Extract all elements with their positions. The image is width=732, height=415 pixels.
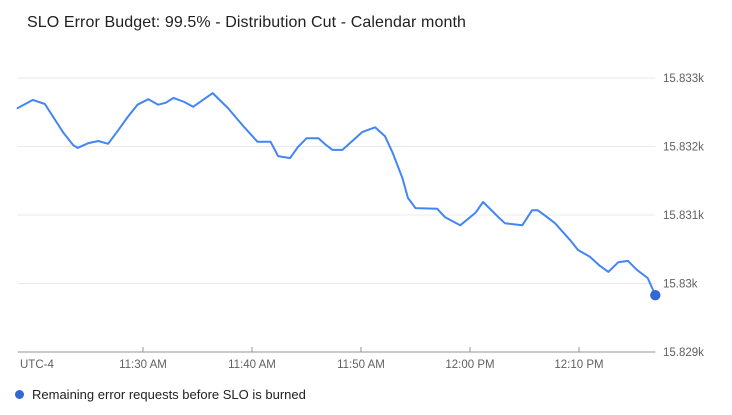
x-tick-label: 12:00 PM xyxy=(445,359,494,371)
y-tick-label: 15.833k xyxy=(663,73,704,85)
legend-item[interactable]: Remaining error requests before SLO is b… xyxy=(15,387,306,402)
y-tick-label: 15.83k xyxy=(663,279,698,291)
series-line[interactable] xyxy=(16,92,657,297)
latest-point-dot[interactable] xyxy=(650,289,661,301)
series-marker-icon xyxy=(15,390,24,399)
timezone-label: UTC-4 xyxy=(20,359,54,371)
chart-title: SLO Error Budget: 99.5% - Distribution C… xyxy=(27,14,466,31)
legend-label: Remaining error requests before SLO is b… xyxy=(32,387,306,402)
y-tick-label: 15.829k xyxy=(663,347,704,359)
y-tick-label: 15.832k xyxy=(663,142,704,154)
x-tick-label: 11:30 AM xyxy=(119,359,167,371)
y-tick-label: 15.831k xyxy=(663,210,704,222)
x-tick-label: 11:40 AM xyxy=(228,359,276,371)
x-tick-label: 11:50 AM xyxy=(337,359,385,371)
x-tick-label: 12:10 PM xyxy=(554,359,603,371)
